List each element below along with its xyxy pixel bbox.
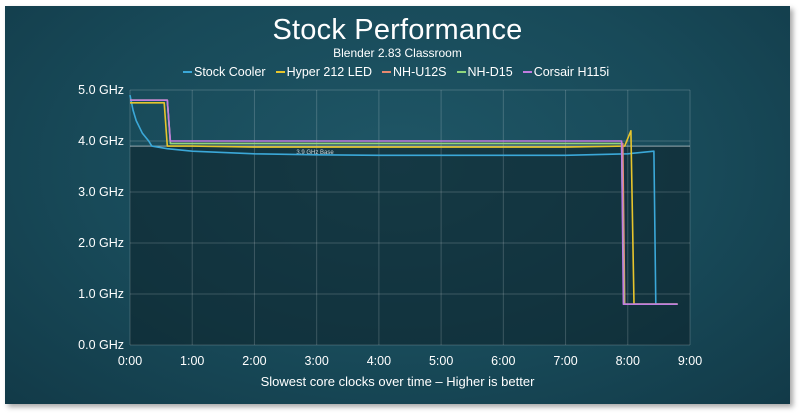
chart-subtitle: Blender 2.83 Classroom bbox=[333, 46, 462, 60]
legend-label: Corsair H115i bbox=[533, 65, 610, 79]
legend-item-nh-u12s: NH-U12S bbox=[382, 65, 447, 79]
x-tick-label: 2:00 bbox=[242, 354, 266, 368]
legend-swatch bbox=[275, 71, 285, 73]
base-clock-region bbox=[130, 146, 690, 345]
legend-swatch bbox=[382, 71, 392, 73]
x-tick-label: 5:00 bbox=[429, 354, 453, 368]
x-tick-label: 1:00 bbox=[180, 354, 204, 368]
legend-item-stock-cooler: Stock Cooler bbox=[183, 65, 266, 79]
y-tick-label: 1.0 GHz bbox=[78, 287, 124, 301]
series-line-0 bbox=[129, 94, 678, 306]
legend-swatch bbox=[522, 71, 532, 73]
legend-item-nh-d15: NH-D15 bbox=[456, 65, 513, 79]
chart-frame: Stock Performance Blender 2.83 Classroom… bbox=[5, 6, 790, 404]
x-tick-label: 3:00 bbox=[304, 354, 328, 368]
legend: Stock Cooler Hyper 212 LED NH-U12S NH-D1… bbox=[183, 63, 643, 81]
x-tick-label: 6:00 bbox=[491, 354, 515, 368]
legend-item-hyper-212-led: Hyper 212 LED bbox=[275, 65, 373, 79]
series-line-4 bbox=[130, 99, 678, 306]
y-tick-label: 2.0 GHz bbox=[78, 236, 124, 250]
x-tick-label: 4:00 bbox=[367, 354, 391, 368]
legend-swatch bbox=[456, 71, 466, 73]
x-tick-label: 0:00 bbox=[118, 354, 142, 368]
x-axis-label: Slowest core clocks over time – Higher i… bbox=[260, 374, 535, 389]
x-tick-label: 8:00 bbox=[616, 354, 640, 368]
legend-swatch bbox=[183, 71, 192, 73]
x-tick-label: 9:00 bbox=[678, 354, 702, 368]
legend-label: NH-U12S bbox=[393, 65, 447, 79]
series-line-1 bbox=[130, 102, 678, 306]
legend-item-corsair-h115i: Corsair H115i bbox=[522, 65, 610, 79]
plot-area: 3.9 GHz Base 0.0 GHz 1.0 GHz 2.0 GHz 3.0 GHz… bbox=[78, 83, 702, 368]
y-tick-label: 0.0 GHz bbox=[78, 338, 124, 352]
legend-label: NH-D15 bbox=[467, 65, 513, 79]
chart-title: Stock Performance bbox=[272, 14, 523, 46]
legend-label: Hyper 212 LED bbox=[286, 65, 373, 79]
y-tick-label: 5.0 GHz bbox=[78, 83, 124, 97]
legend-label: Stock Cooler bbox=[194, 65, 266, 79]
y-tick-label: 3.0 GHz bbox=[78, 185, 124, 199]
x-tick-label: 7:00 bbox=[553, 354, 577, 368]
y-tick-label: 4.0 GHz bbox=[78, 134, 124, 148]
base-clock-label: 3.9 GHz Base bbox=[296, 150, 334, 156]
